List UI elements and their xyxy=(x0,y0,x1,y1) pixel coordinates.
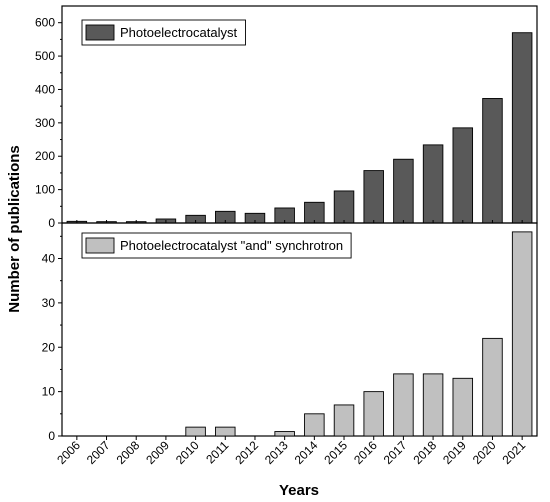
legend: Photoelectrocatalyst xyxy=(81,19,246,46)
x-tick-label: 2018 xyxy=(410,438,439,467)
bar xyxy=(333,404,355,437)
legend: Photoelectrocatalyst "and" synchrotron xyxy=(81,232,352,259)
bar xyxy=(482,98,503,224)
bar xyxy=(363,170,384,224)
bar xyxy=(422,144,444,224)
y-tick-label: 200 xyxy=(35,149,55,163)
x-tick-label: 2017 xyxy=(381,438,410,467)
legend-label: Photoelectrocatalyst xyxy=(120,25,237,40)
x-tick-label: 2016 xyxy=(351,438,380,467)
x-tick-label: 2015 xyxy=(321,438,350,467)
y-tick-label: 600 xyxy=(35,16,55,30)
x-tick-label: 2021 xyxy=(499,438,528,467)
x-tick-label: 2006 xyxy=(54,438,83,467)
bar xyxy=(363,391,384,437)
bar xyxy=(511,32,533,224)
x-tick-label: 2011 xyxy=(203,438,231,466)
y-tick-label: 0 xyxy=(48,429,55,443)
x-tick-label: 2009 xyxy=(143,438,172,467)
bar xyxy=(511,231,533,437)
legend-label: Photoelectrocatalyst "and" synchrotron xyxy=(120,238,343,253)
bar xyxy=(304,201,325,224)
x-tick-label: 2020 xyxy=(470,438,499,467)
bar xyxy=(304,413,325,437)
y-tick-label: 100 xyxy=(35,183,55,197)
y-tick-label: 30 xyxy=(42,296,56,310)
bar xyxy=(393,373,414,437)
x-tick-label: 2019 xyxy=(440,438,469,467)
y-tick-label: 20 xyxy=(42,340,56,354)
bar xyxy=(393,158,414,224)
legend-swatch xyxy=(85,24,115,41)
y-tick-label: 300 xyxy=(35,116,55,130)
x-tick-label: 2007 xyxy=(84,438,113,467)
bar xyxy=(452,377,474,437)
bar xyxy=(215,426,236,437)
x-tick-label: 2008 xyxy=(114,438,143,467)
y-axis-title: Number of publications xyxy=(6,145,23,313)
bar xyxy=(185,426,206,437)
x-axis-title: Years xyxy=(279,482,319,499)
top-panel-photoelectrocatalyst: 0 100 200 300 400 500 600 Photoelectrocatalyst xyxy=(35,5,538,230)
bar xyxy=(422,373,444,437)
legend-frame xyxy=(81,19,246,46)
legend-swatch xyxy=(85,237,115,254)
x-tick-label: 2013 xyxy=(262,438,291,467)
y-tick-label: 40 xyxy=(42,252,56,266)
y-tick-label: 10 xyxy=(42,385,56,399)
bar xyxy=(333,190,355,224)
legend-frame xyxy=(81,232,352,259)
bar xyxy=(274,431,295,437)
y-tick-label: 500 xyxy=(35,49,55,63)
plot-frame xyxy=(61,222,538,437)
x-tick-label: 2014 xyxy=(292,438,321,467)
y-tick-label: 400 xyxy=(35,82,55,96)
bar xyxy=(452,127,474,224)
x-tick-label: 2010 xyxy=(173,438,202,467)
bottom-panel-synchrotron: 0 10 20 30 40 Photoelectrocatalyst "and" sync… xyxy=(42,222,538,443)
x-tick-label: 2012 xyxy=(232,438,261,467)
y-tick-label: 0 xyxy=(48,216,55,230)
bar xyxy=(482,337,503,437)
